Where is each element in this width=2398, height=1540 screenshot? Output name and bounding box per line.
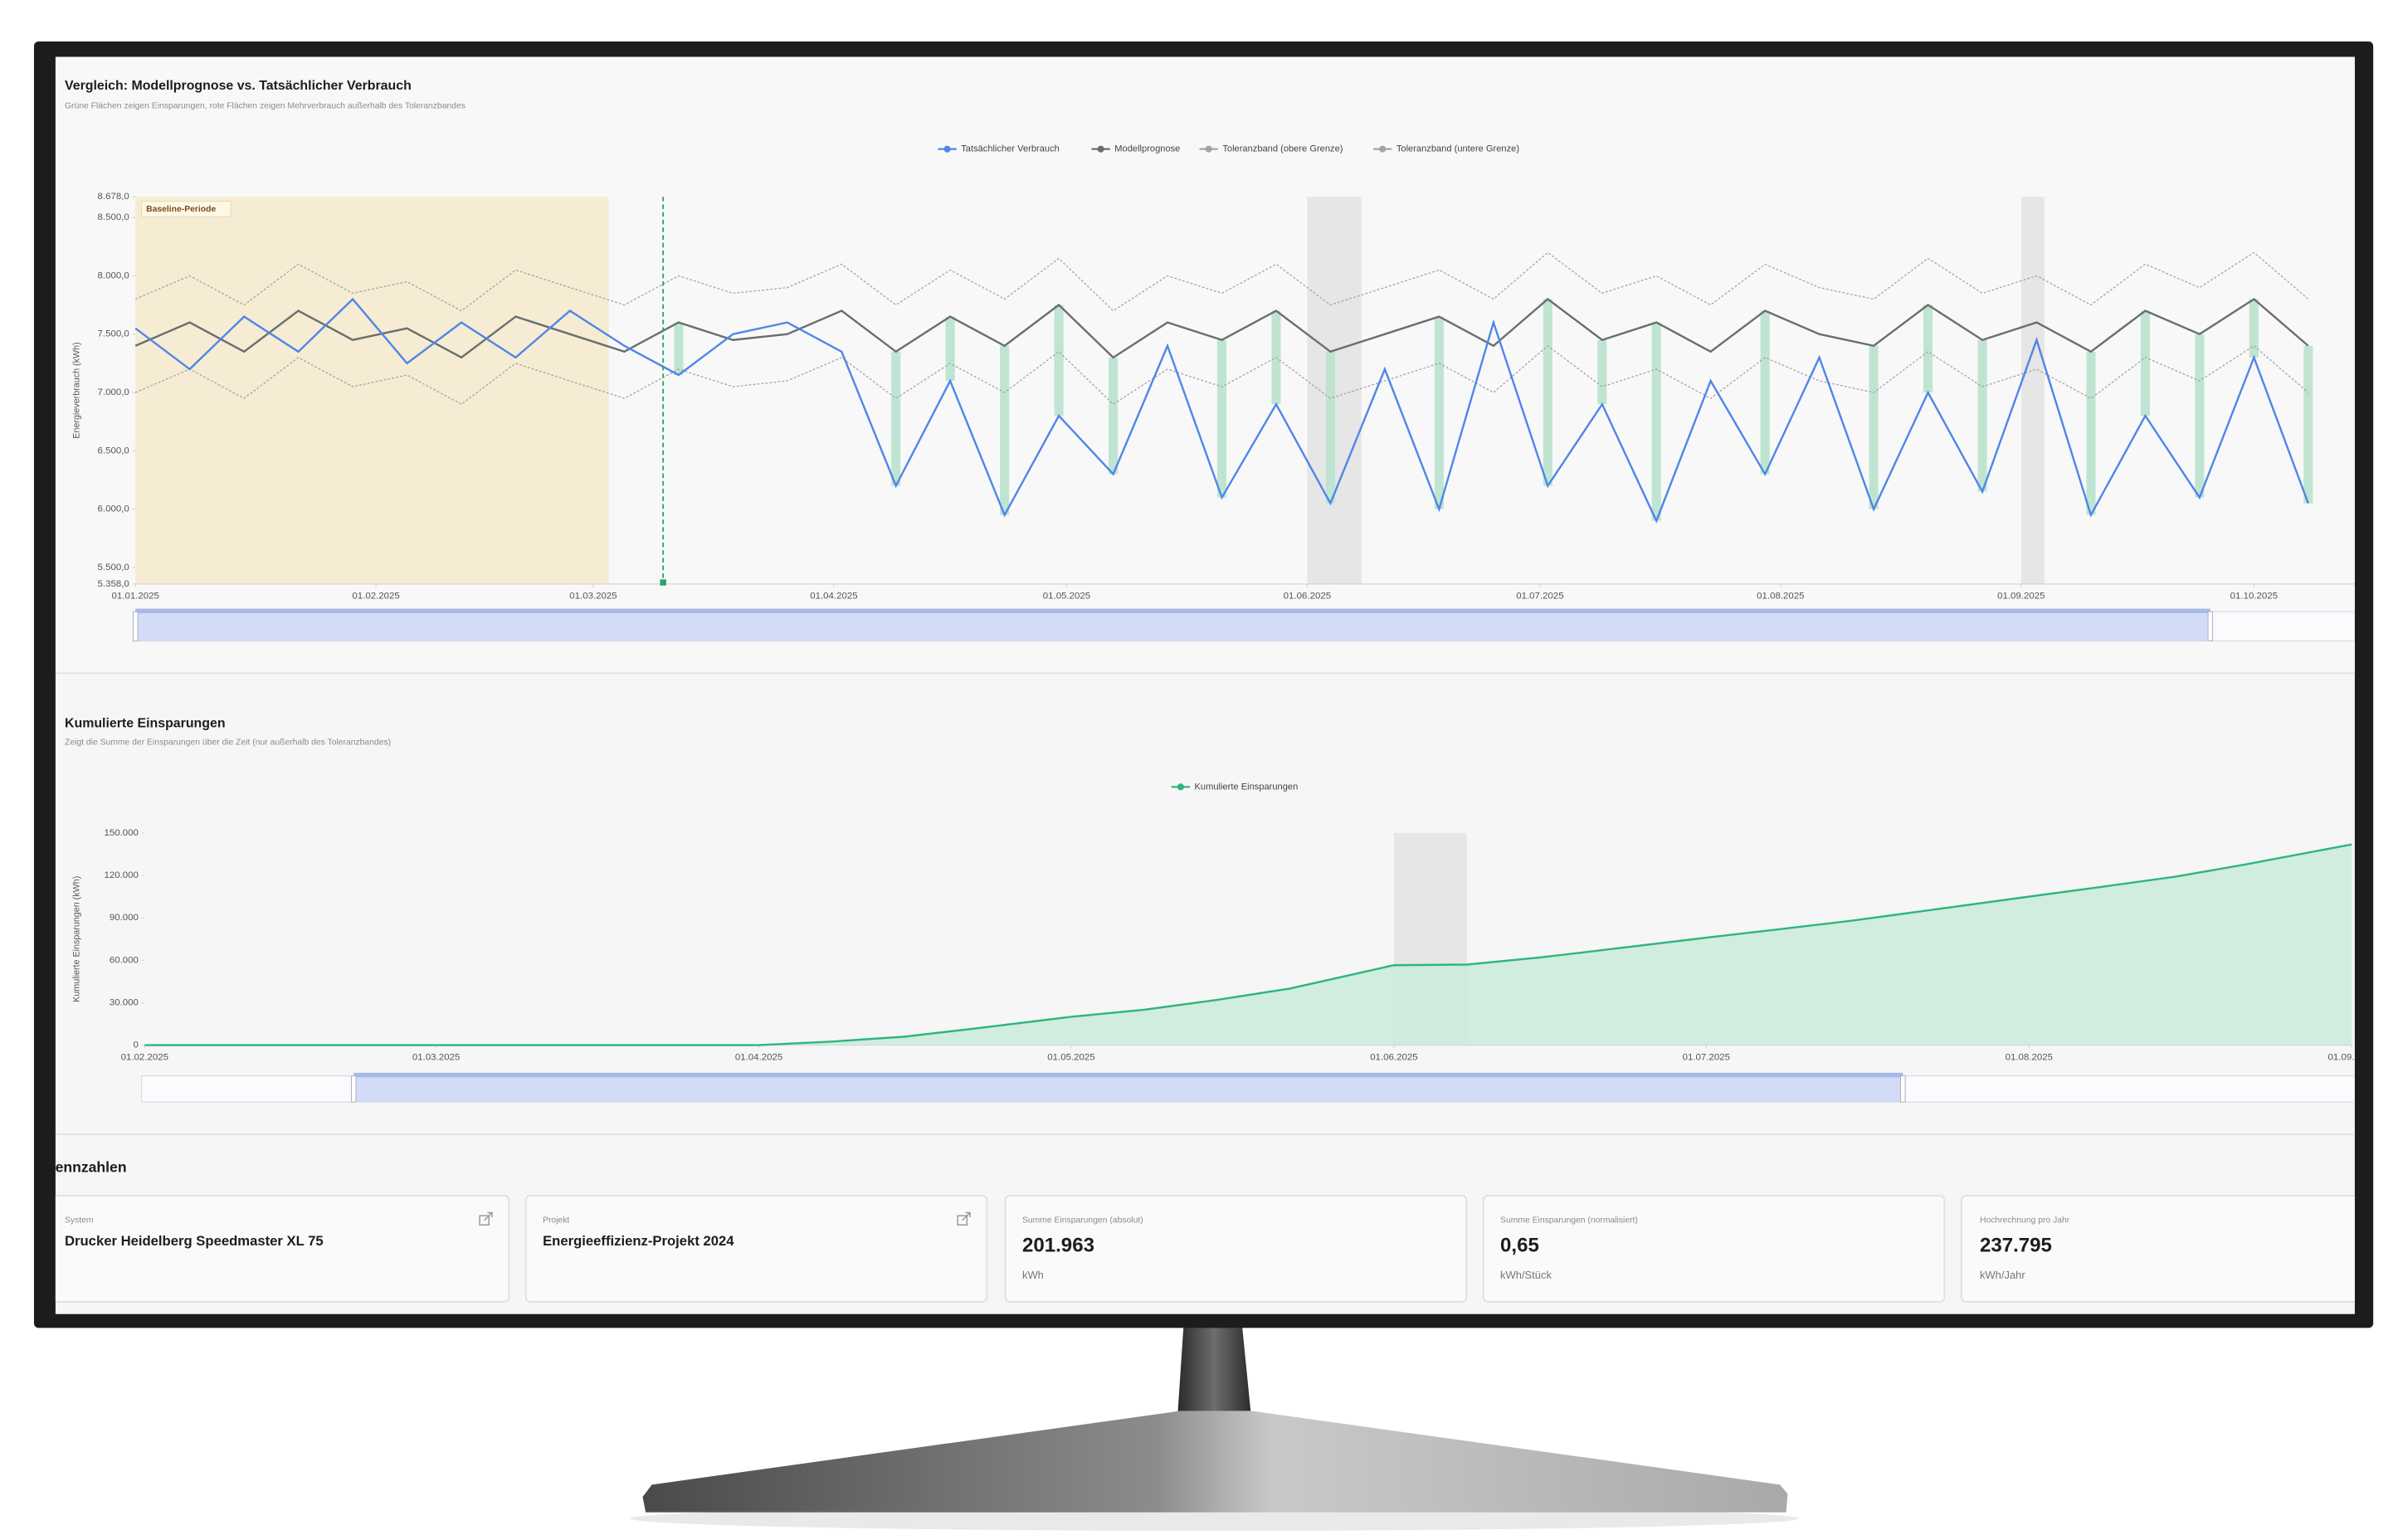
kpi-value: Drucker Heidelberg Speedmaster XL 75 [65, 1233, 324, 1249]
x-tick-label: 01.05.2025 [1047, 1052, 1094, 1062]
x-tick-label: 01.06.2025 [1284, 592, 1331, 602]
chart-title: Kumulierte Einsparungen [65, 717, 226, 731]
x-tick-label: 01.10.2025 [2230, 592, 2278, 602]
chart-subtitle: Grüne Flächen zeigen Einsparungen, rote … [65, 102, 465, 111]
x-tick-label: 01.09.2025 [2328, 1052, 2376, 1062]
external-link-icon[interactable] [957, 1211, 971, 1226]
kpi-unit: kWh/Jahr [1980, 1269, 2025, 1281]
kpi-label: Hochrechnung pro Jahr [1980, 1216, 2070, 1225]
y-tick-label: 0 [134, 1040, 139, 1050]
kpi-label: Summe Einsparungen (normalisiert) [1500, 1216, 1638, 1225]
x-tick-label: 01.08.2025 [2006, 1052, 2053, 1062]
x-tick-label: 01.01.2025 [112, 592, 159, 602]
kpi-unit: kWh/Stück [1500, 1269, 1552, 1281]
zoom-handle[interactable] [2207, 611, 2214, 641]
y-tick-label: 120.000 [104, 870, 138, 880]
y-tick-label: 30.000 [110, 997, 139, 1007]
y-axis-title: Kumulierte Einsparungen (kWh) [72, 876, 82, 1002]
kpi-card: Summe Einsparungen (absolut) 201.963 kWh [1004, 1195, 1468, 1303]
x-tick-label: 01.05.2025 [1043, 592, 1090, 602]
zoom-handle[interactable] [1900, 1075, 1906, 1103]
kpi-label: Summe Einsparungen (absolut) [1022, 1216, 1143, 1225]
chart: 0 30.000 60.000 90.000 120.000 150.000 01.02.2… [72, 782, 2376, 1103]
series-line [134, 344, 2309, 405]
legend-dot [1379, 145, 1387, 153]
highlight-band [2020, 197, 2045, 584]
x-tick-label: 01.04.2025 [735, 1052, 782, 1062]
x-tick-label: 01.06.2025 [1370, 1052, 1417, 1062]
chart-title: Vergleich: Modellprognose vs. Tatsächlic… [65, 79, 412, 93]
y-tick-label: 150.000 [104, 828, 138, 838]
x-tick-label: 01.03.2025 [412, 1052, 460, 1062]
legend-label: Toleranzband (untere Grenze) [1396, 144, 1520, 154]
kpi-card: Summe Einsparungen (normalisiert) 0,65 k… [1482, 1195, 1946, 1303]
y-tick-label: 7.000,0 [98, 387, 129, 397]
baseline-label-bg [141, 201, 232, 217]
y-tick-label: 60.000 [110, 955, 139, 965]
zoom-bar [353, 1072, 1903, 1078]
x-tick-label: 01.03.2025 [569, 592, 617, 602]
x-tick-label: 01.02.2025 [121, 1052, 168, 1062]
dashboard: Vergleich: Modellprognose vs. Tatsächlic… [45, 56, 2376, 1303]
series-line [134, 297, 2309, 359]
x-tick-label: 01.08.2025 [1757, 592, 1804, 602]
x-tick-label: 01.07.2025 [1516, 592, 1563, 602]
x-tick-label: 01.02.2025 [352, 592, 399, 602]
kpi-unit: kWh [1022, 1269, 1044, 1281]
kpi-value: 237.795 [1980, 1235, 2052, 1257]
monitor-base [642, 1411, 1788, 1513]
y-tick-label: 8.500,0 [98, 212, 129, 222]
legend-label: Kumulierte Einsparungen [1195, 782, 1299, 792]
kpi-card: Projekt Energieeffizienz-Projekt 2024 [524, 1195, 988, 1303]
legend-label: Modellprognose [1114, 144, 1180, 154]
section-heading: Kennzahlen [45, 1158, 127, 1175]
chart-subtitle: Zeigt die Summe der Einsparungen über di… [65, 738, 391, 747]
y-tick-label: 7.500,0 [98, 329, 129, 339]
zoom-window [353, 1075, 1903, 1103]
y-tick-label: 5.358,0 [98, 579, 129, 589]
chart: Baseline-Periode 5.358,0 5.500,0 6.000,0 6.5… [72, 144, 2355, 641]
zoom-handle[interactable] [132, 611, 139, 641]
zoom-window [135, 612, 2210, 641]
series-line [134, 251, 2309, 312]
y-tick-label: 6.500,0 [98, 446, 129, 456]
series-line [134, 297, 2309, 524]
y-tick-label: 8.678,0 [98, 192, 129, 202]
kpi-value: Energieeffizienz-Projekt 2024 [543, 1233, 734, 1249]
series-line [144, 843, 2352, 1046]
zoom-handle[interactable] [350, 1075, 357, 1103]
kpi-label: System [65, 1216, 94, 1225]
x-tick-label: 01.09.2025 [1997, 592, 2045, 602]
y-axis-title: Energieverbrauch (kWh) [72, 342, 82, 438]
kpi-value: 0,65 [1500, 1235, 1539, 1257]
y-tick-label: 5.500,0 [98, 563, 129, 573]
y-tick-label: 8.000,0 [98, 270, 129, 280]
legend-label: Tatsächlicher Verbrauch [961, 144, 1060, 154]
external-link-icon[interactable] [479, 1211, 493, 1226]
x-tick-label: 01.04.2025 [810, 592, 857, 602]
legend-dot [1097, 145, 1104, 153]
x-tick-label: 01.07.2025 [1683, 1052, 1730, 1062]
monitor-neck [1177, 1324, 1251, 1417]
series-area [144, 844, 2352, 1045]
baseline-label: Baseline-Periode [146, 205, 216, 214]
legend-dot [1177, 783, 1184, 791]
kpi-value: 201.963 [1022, 1235, 1094, 1257]
kpi-label: Projekt [543, 1216, 569, 1225]
y-tick-label: 6.000,0 [98, 504, 129, 514]
kpi-card: System Drucker Heidelberg Speedmaster XL… [55, 1195, 510, 1303]
legend-label: Toleranzband (obere Grenze) [1222, 144, 1343, 154]
kpi-card: Hochrechnung pro Jahr 237.795 kWh/Jahr [1960, 1195, 2355, 1303]
y-tick-label: 90.000 [110, 913, 139, 923]
legend-dot [943, 145, 951, 153]
zoom-bar [135, 608, 2210, 614]
baseline-band [135, 197, 609, 584]
legend-dot [1205, 145, 1212, 153]
vertical-marker-handle [660, 579, 666, 586]
